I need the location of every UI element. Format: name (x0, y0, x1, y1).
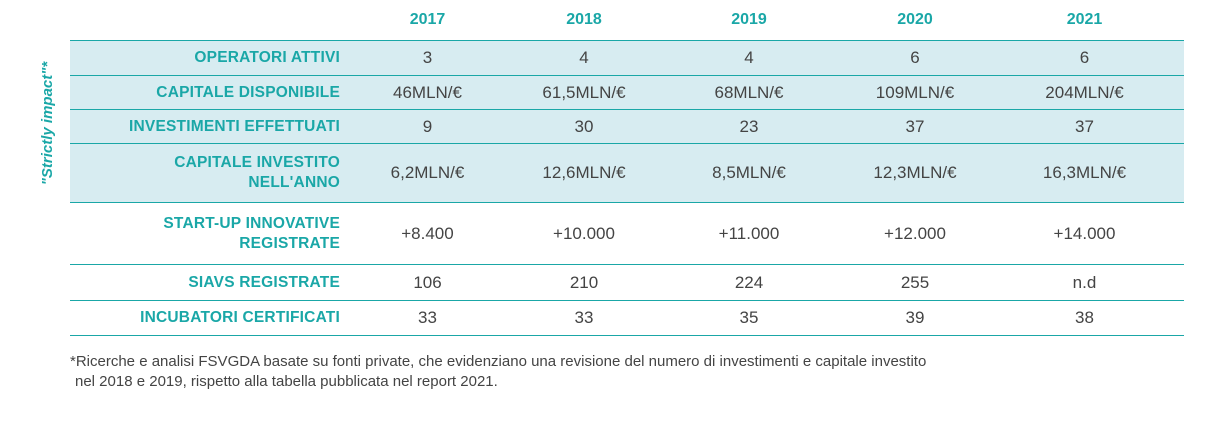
cell-value: 210 (515, 264, 653, 301)
table-row: START-UP INNOVATIVE REGISTRATE +8.400 +1… (70, 202, 1184, 265)
strictly-impact-text: "Strictly impact"* (39, 61, 57, 185)
row-label: START-UP INNOVATIVE REGISTRATE (70, 202, 340, 265)
year-header: 2020 (845, 0, 985, 41)
footnote-line: *Ricerche e analisi FSVGDA basate su fon… (70, 353, 927, 370)
row-label: INCUBATORI CERTIFICATI (70, 300, 340, 336)
cell-value: 12,3MLN/€ (845, 143, 985, 203)
cell-value: 6 (845, 40, 985, 76)
cell-value: 33 (340, 300, 515, 336)
table-row: CAPITALE DISPONIBILE 46MLN/€ 61,5MLN/€ 6… (70, 75, 1184, 110)
table-row: OPERATORI ATTIVI 3 4 4 6 6 (70, 40, 1184, 76)
cell-value: 68MLN/€ (653, 75, 845, 110)
cell-value: 37 (985, 109, 1184, 144)
year-header: 2019 (653, 0, 845, 41)
table-row: INVESTIMENTI EFFETTUATI 9 30 23 37 37 (70, 109, 1184, 144)
cell-value: 46MLN/€ (340, 75, 515, 110)
cell-value: 37 (845, 109, 985, 144)
cell-value: +12.000 (845, 202, 985, 265)
cell-value: +14.000 (985, 202, 1184, 265)
data-table: 2017 2018 2019 2020 2021 OPERATORI ATTIV… (70, 0, 1184, 336)
cell-value: 3 (340, 40, 515, 76)
cell-value: 16,3MLN/€ (985, 143, 1184, 203)
cell-value: 6,2MLN/€ (340, 143, 515, 203)
header-row: 2017 2018 2019 2020 2021 (70, 0, 1184, 41)
table-row: SIAVS REGISTRATE 106 210 224 255 n.d (70, 264, 1184, 301)
cell-value: 61,5MLN/€ (515, 75, 653, 110)
cell-value: 4 (653, 40, 845, 76)
year-header: 2018 (515, 0, 653, 41)
cell-value: 106 (340, 264, 515, 301)
row-label-line: CAPITALE INVESTITO (174, 154, 340, 171)
row-label-line: START-UP INNOVATIVE (163, 214, 340, 232)
row-label: OPERATORI ATTIVI (70, 40, 340, 76)
cell-value: 30 (515, 109, 653, 144)
year-header: 2017 (340, 0, 515, 41)
cell-value: 9 (340, 109, 515, 144)
cell-value: n.d (985, 264, 1184, 301)
row-label-line: NELL'ANNO (248, 174, 340, 191)
cell-value: 38 (985, 300, 1184, 336)
table-row: INCUBATORI CERTIFICATI 33 33 35 39 38 (70, 300, 1184, 336)
cell-value: 4 (515, 40, 653, 76)
cell-value: 23 (653, 109, 845, 144)
cell-value: 204MLN/€ (985, 75, 1184, 110)
row-label: SIAVS REGISTRATE (70, 264, 340, 301)
cell-value: 39 (845, 300, 985, 336)
cell-value: +8.400 (340, 202, 515, 265)
year-header: 2021 (985, 0, 1184, 41)
cell-value: 109MLN/€ (845, 75, 985, 110)
cell-value: 35 (653, 300, 845, 336)
row-label: INVESTIMENTI EFFETTUATI (70, 109, 340, 144)
cell-value: 224 (653, 264, 845, 301)
strictly-impact-label: "Strictly impact"* (36, 42, 60, 204)
row-label: CAPITALE INVESTITO NELL'ANNO (70, 143, 340, 203)
cell-value: 8,5MLN/€ (653, 143, 845, 203)
row-label: CAPITALE DISPONIBILE (70, 75, 340, 110)
cell-value: +10.000 (515, 202, 653, 265)
footnote: *Ricerche e analisi FSVGDA basate su fon… (70, 352, 1170, 392)
table-row: CAPITALE INVESTITO NELL'ANNO 6,2MLN/€ 12… (70, 143, 1184, 203)
header-empty-cell (70, 0, 340, 41)
cell-value: +11.000 (653, 202, 845, 265)
row-label-line: REGISTRATE (239, 234, 340, 252)
footnote-line: nel 2018 e 2019, rispetto alla tabella p… (75, 373, 498, 390)
cell-value: 6 (985, 40, 1184, 76)
cell-value: 255 (845, 264, 985, 301)
cell-value: 33 (515, 300, 653, 336)
cell-value: 12,6MLN/€ (515, 143, 653, 203)
